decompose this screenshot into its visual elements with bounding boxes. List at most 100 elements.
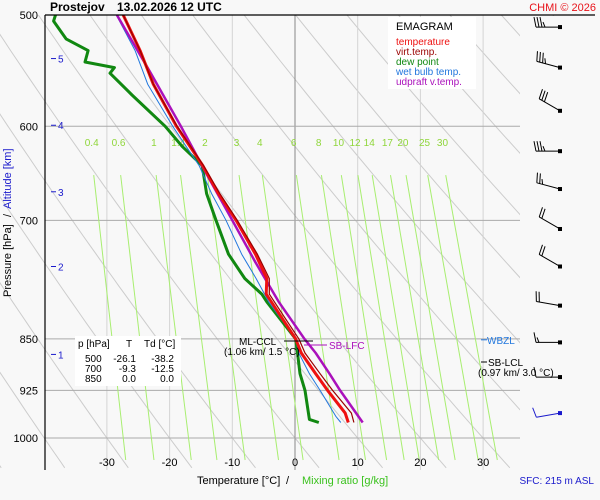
altitude-tick-label: 1 [58, 350, 64, 361]
temperature-ticks: -30 -20 -10 0 10 20 30 [99, 457, 489, 469]
wind-barb [533, 332, 562, 345]
wind-barb-station [558, 303, 562, 308]
wind-barb-feather [538, 207, 543, 218]
mixing-ratio-line [427, 175, 479, 461]
dry-adiabat-line [89, 14, 447, 469]
y-axis-label-pressure: Pressure [hPa] [2, 224, 14, 297]
mixing-ratio-label: 10 [333, 138, 345, 149]
table-header-t: T [126, 339, 132, 350]
wind-barb-feather [541, 90, 546, 101]
wind-barb-feather [532, 407, 537, 418]
temperature-tick-label: 20 [414, 457, 426, 469]
mixing-ratio-label: 20 [397, 138, 409, 149]
pressure-tick-label: 850 [20, 334, 38, 346]
table-cell: -26.1 [113, 354, 136, 365]
wind-barb-feather [538, 244, 543, 255]
wind-barb-station [558, 340, 562, 345]
wind-barb-staff [536, 412, 561, 418]
wind-barb [532, 407, 562, 418]
ml-ccl-detail: (1.06 km/ 1.5 °C) [224, 347, 300, 358]
wind-barb [535, 291, 562, 308]
pressure-ticks: 500 600 700 850 925 1000 5 4 3 2 1 [14, 10, 64, 445]
wind-barb-station [558, 149, 562, 154]
mixing-ratio-label: 0.4 [85, 138, 99, 149]
mixing-ratio-line [238, 175, 280, 461]
copyright: CHMI © 2026 [529, 2, 596, 14]
mixing-ratio-line [120, 175, 155, 461]
wind-barb-feather [536, 16, 540, 28]
mixing-ratio-label: 12 [349, 138, 361, 149]
mixing-ratio-line [371, 175, 420, 461]
wind-barb-feather [541, 208, 546, 219]
mixing-ratio-label: 8 [316, 138, 322, 149]
y-axis-label: Pressure [hPa] / Altitude [km] [2, 148, 14, 297]
annotation-layer: ML-CCL(1.06 km/ 1.5 °C) SB-LFC WBZL SB-LCL(… [224, 336, 554, 379]
mixing-ratio-label: 2 [202, 138, 208, 149]
wind-barb [533, 16, 562, 30]
wbzl-label: WBZL [487, 336, 515, 347]
dry-adiabat-line [140, 14, 511, 469]
wind-barb-station [558, 375, 562, 380]
mixing-ratio-label: 14 [364, 138, 376, 149]
x-axis-label-separator: / [286, 475, 290, 487]
table-cell: -9.3 [119, 364, 137, 375]
legend-item-temperature: temperature [396, 37, 450, 48]
mixing-ratio-label: 17 [382, 138, 394, 149]
wind-barb-feather [539, 16, 543, 28]
sb-lcl-detail: (0.97 km/ 3.0 °C) [478, 368, 554, 379]
dry-adiabat-line [37, 14, 383, 469]
wind-barb [536, 172, 562, 192]
mixing-ratio-line [320, 175, 367, 461]
dry-adiabat-line [0, 195, 193, 469]
wind-barb-staff [536, 60, 561, 69]
wind-barb-feather [536, 51, 538, 62]
altitude-tick-label: 4 [58, 121, 64, 132]
mixing-ratio-label: 3 [234, 138, 240, 149]
wind-barb [538, 244, 562, 269]
mixing-ratio-line [206, 175, 246, 461]
dry-adiabat-line [398, 14, 600, 241]
table-cell: -12.5 [151, 364, 174, 375]
pressure-tick-label: 600 [20, 121, 38, 133]
wind-barb-staff [536, 182, 561, 190]
barb-column-background [520, 16, 600, 471]
altitude-tick-label: 3 [58, 188, 64, 199]
temperature-tick-label: -30 [99, 457, 115, 469]
wind-barb-station [558, 226, 562, 231]
surface-elevation: SFC: 215 m ASL [520, 476, 595, 487]
wind-barb [538, 88, 562, 113]
y-axis-label-separator: / [2, 213, 14, 217]
wind-barb-feather [541, 178, 544, 185]
mixing-ratio-label: 4 [257, 138, 263, 149]
summary-table-background [75, 336, 181, 386]
dry-adiabat-line [0, 371, 66, 469]
table-cell: 500 [85, 354, 102, 365]
dry-adiabat-line [0, 33, 320, 469]
x-axis-label-temperature: Temperature [°C] [197, 475, 280, 487]
wind-barb-staff [538, 98, 561, 112]
mixing-ratio-line [93, 175, 127, 461]
table-cell: 0.0 [122, 374, 136, 385]
dry-adiabat-line [0, 281, 129, 469]
dry-adiabat-line [0, 113, 256, 469]
wind-barb-station [558, 411, 562, 416]
temperature-tick-label: -10 [224, 457, 240, 469]
wind-barb-feather [539, 173, 541, 184]
pressure-tick-label: 925 [20, 385, 38, 397]
wind-barb-station [558, 65, 562, 70]
wind-barb-station [558, 108, 562, 113]
wind-barb-feather [533, 16, 537, 28]
table-header-td: Td [°C] [144, 339, 175, 350]
wind-barb [533, 366, 562, 380]
wind-barb-feather [533, 141, 537, 152]
series-layer [52, 14, 364, 424]
altitude-tick-label: 5 [58, 55, 64, 66]
mixing-ratio-line [357, 175, 405, 461]
legend-title: EMAGRAM [396, 21, 453, 33]
series-dew-point [52, 14, 320, 424]
legend: EMAGRAM temperature virt.temp. dew point… [388, 17, 476, 89]
wind-barb [533, 141, 562, 154]
altitude-tick-label: 2 [58, 262, 64, 273]
temperature-tick-label: 30 [477, 457, 489, 469]
temperature-tick-label: 10 [352, 457, 364, 469]
